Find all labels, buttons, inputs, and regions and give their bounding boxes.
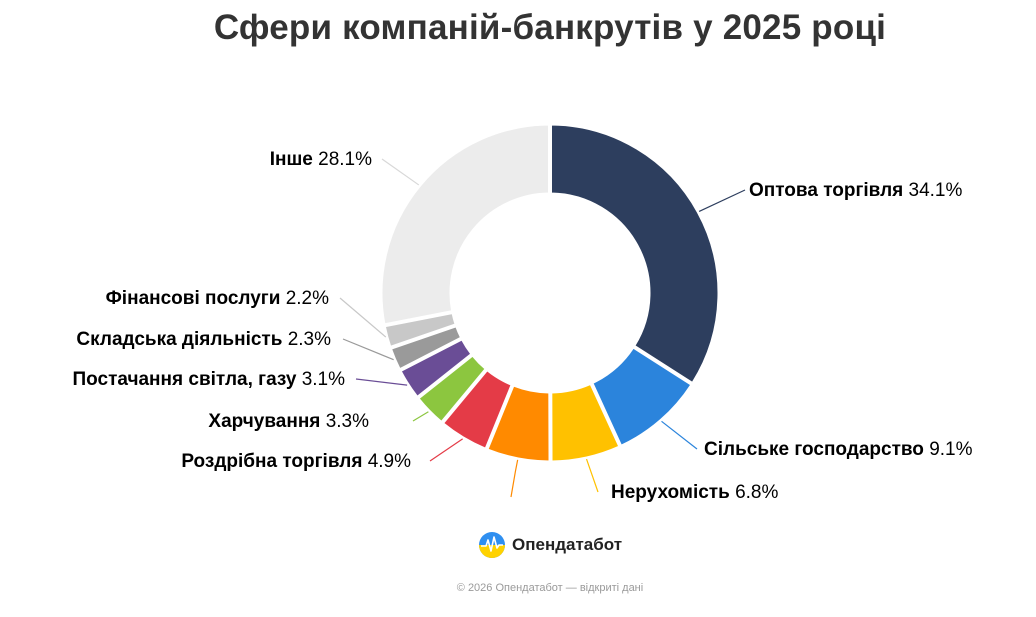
slice-label-name: Постачання світла, газу	[72, 369, 301, 390]
slice-label-роздрібна-торгівля: Роздрібна торгівля 4.9%	[181, 451, 411, 472]
leader-line-інше	[381, 158, 420, 186]
brand-name: Опендатабот	[512, 535, 623, 554]
slice-label-name: Сільське господарство	[704, 439, 929, 460]
slice-label-name: Складська діяльність	[76, 329, 287, 350]
slice-label-value: 9.1%	[929, 439, 972, 460]
leader-line-сільське-господарство	[661, 420, 698, 450]
donut-slice-фінансові-послуги	[384, 313, 456, 347]
leader-line-постачання-світла-газу	[355, 378, 408, 386]
slice-label-name: Фінансові послуги	[106, 288, 286, 309]
slice-label-постачання-світла-газу: Постачання світла, газу 3.1%	[72, 369, 345, 390]
slice-label-value: 6.8%	[735, 482, 778, 503]
slice-label-name: Нерухомість	[611, 482, 735, 503]
leader-line-unlabeled	[510, 459, 519, 498]
chart-title: Сфери компаній-банкрутів у 2025 році	[213, 8, 887, 47]
slice-label-value: 34.1%	[909, 180, 963, 201]
slice-label-value: 3.1%	[302, 369, 345, 390]
donut-slice-нерухомість	[551, 384, 620, 462]
donut-slice-складська-діяльність	[391, 326, 461, 370]
leader-line-харчування	[412, 411, 429, 422]
leader-lines	[339, 158, 746, 498]
slice-label-оптова-торгівля: Оптова торгівля 34.1%	[749, 180, 962, 201]
donut-slice-сільське-господарство	[592, 347, 692, 446]
opendatabot-logo-icon	[479, 532, 505, 558]
slice-label-value: 4.9%	[368, 451, 411, 472]
leader-line-фінансові-послуги	[339, 297, 387, 338]
slice-label-складська-діяльність: Складська діяльність 2.3%	[76, 329, 331, 350]
brand-mark: Опендатабот	[478, 531, 622, 559]
donut-slice-харчування	[418, 355, 486, 422]
slice-label-нерухомість: Нерухомість 6.8%	[611, 482, 778, 503]
slice-labels: Оптова торгівля 34.1% Сільське господарст…	[72, 149, 972, 503]
leader-line-роздрібна-торгівля	[429, 438, 463, 462]
donut-slice-оптова-торгівля	[551, 124, 719, 383]
slice-label-фінансові-послуги: Фінансові послуги 2.2%	[106, 288, 330, 309]
donut-slices	[381, 124, 719, 462]
donut-slice-unlabeled	[487, 385, 550, 462]
donut-slice-роздрібна-торгівля	[443, 370, 512, 449]
slice-label-name: Оптова торгівля	[749, 180, 909, 201]
slice-label-name: Інше	[270, 149, 318, 170]
slice-label-value: 2.2%	[286, 288, 329, 309]
leader-line-нерухомість	[585, 458, 599, 493]
leader-line-оптова-торгівля	[698, 189, 746, 212]
slice-label-інше: Інше 28.1%	[270, 149, 372, 170]
slice-label-сільське-господарство: Сільське господарство 9.1%	[704, 439, 973, 460]
slice-label-value: 28.1%	[318, 149, 372, 170]
slice-label-value: 2.3%	[288, 329, 331, 350]
slice-label-value: 3.3%	[326, 411, 369, 432]
donut-slice-постачання-світла-газу	[400, 339, 472, 397]
leader-line-складська-діяльність	[342, 338, 394, 361]
slice-label-name: Роздрібна торгівля	[181, 451, 367, 472]
footer-credit: © 2026 Опендатабот — відкриті дані	[456, 582, 644, 594]
slice-label-харчування: Харчування 3.3%	[208, 411, 369, 432]
slice-label-name: Харчування	[208, 411, 325, 432]
donut-slice-інше	[381, 124, 549, 325]
